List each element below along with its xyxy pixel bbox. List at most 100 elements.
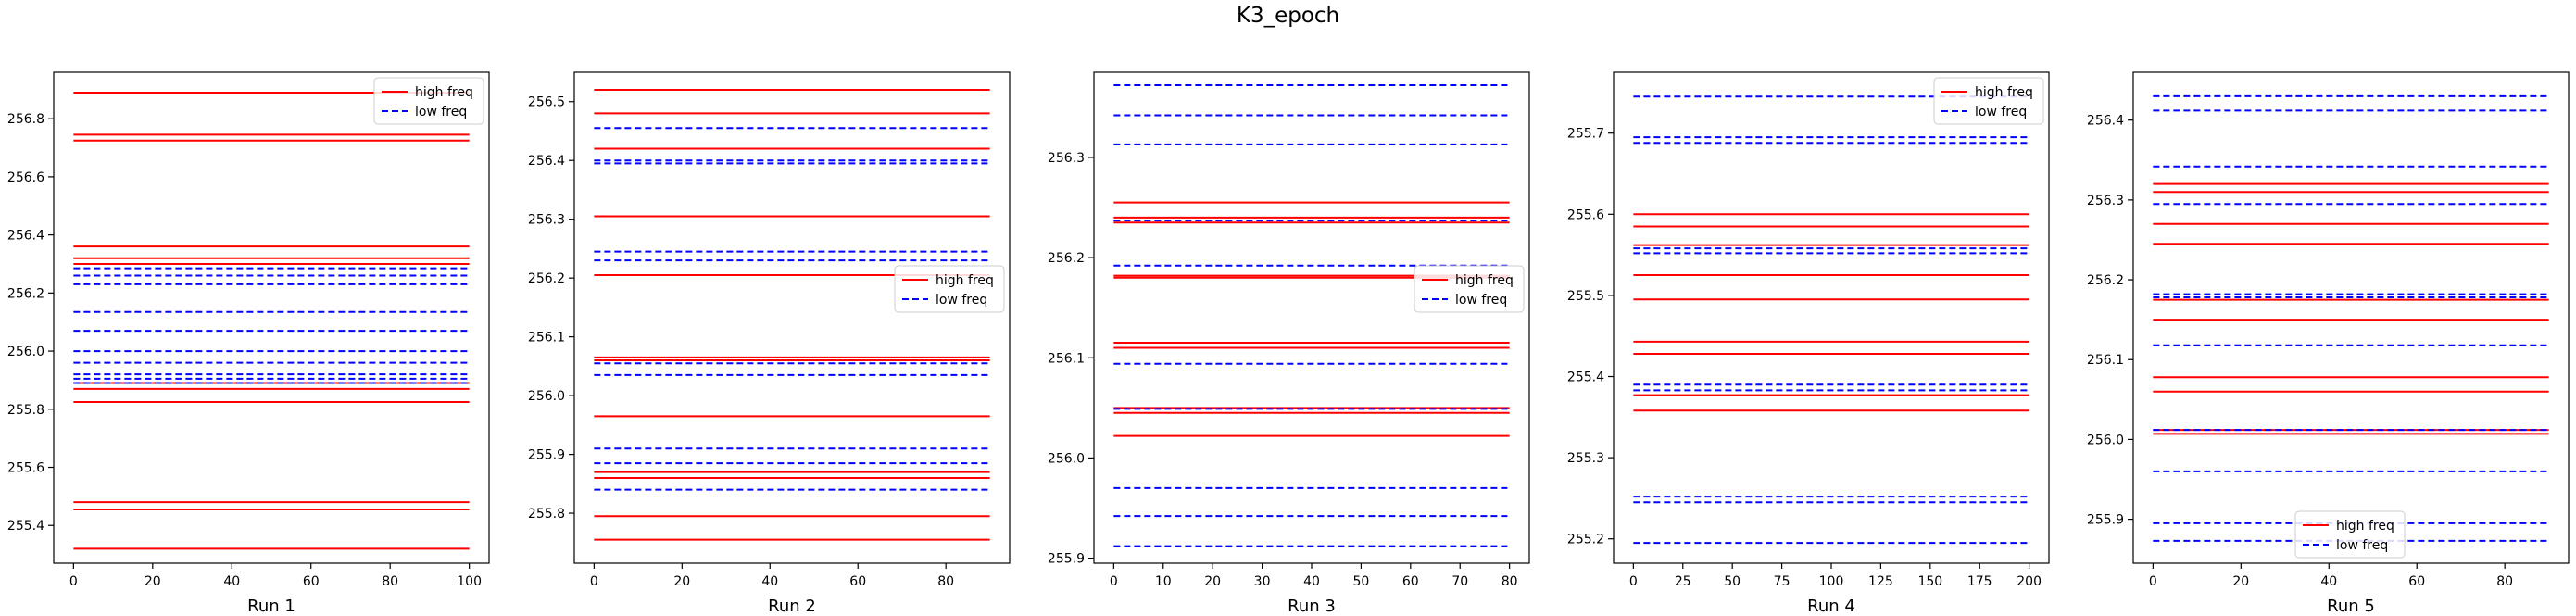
- x-tick-label: 10: [1155, 574, 1172, 589]
- x-tick-label: 60: [1402, 574, 1419, 589]
- axes-frame: [1093, 71, 1530, 564]
- x-tick-label: 0: [1629, 574, 1638, 589]
- y-tick-label: 255.8: [7, 403, 44, 418]
- y-tick-label: 256.5: [528, 95, 565, 110]
- x-axis-label: Run 2: [768, 597, 816, 616]
- x-tick-label: 70: [1451, 574, 1468, 589]
- x-tick-label: 0: [1110, 574, 1118, 589]
- x-tick-label: 40: [223, 574, 240, 589]
- legend-label: low freq: [415, 105, 467, 119]
- y-tick-label: 256.1: [528, 331, 565, 346]
- legend-label: high freq: [1975, 85, 2033, 100]
- y-tick-label: 256.0: [528, 389, 565, 404]
- legend-box: [894, 265, 1005, 313]
- axes-frame: [53, 71, 490, 564]
- y-tick-label: 255.9: [528, 448, 565, 463]
- y-tick-label: 255.4: [7, 519, 44, 534]
- x-tick-label: 25: [1675, 574, 1691, 589]
- x-tick-label: 125: [1868, 574, 1893, 589]
- x-tick-label: 200: [2017, 574, 2042, 589]
- y-tick-label: 255.9: [1048, 552, 1085, 567]
- x-tick-label: 40: [761, 574, 778, 589]
- chart-panel-4: 0 25 50 75 100 125 150 175 200 255.2 255.3 255.4 255…: [1567, 71, 2050, 616]
- x-tick-label: 20: [673, 574, 690, 589]
- x-tick-label: 80: [382, 574, 398, 589]
- y-tick-label: 255.5: [1567, 289, 1604, 304]
- axes-frame: [2132, 71, 2570, 564]
- x-tick-label: 0: [590, 574, 598, 589]
- legend-box: [1414, 265, 1525, 313]
- y-tick-label: 256.1: [2087, 353, 2124, 368]
- legend-label: low freq: [2336, 538, 2388, 553]
- y-tick-label: 255.2: [1567, 533, 1604, 547]
- x-tick-label: 80: [1502, 574, 1518, 589]
- chart-panel-5: 0 20 40 60 80 255.9 256.0 256.1 256.2 256.3 256.4 R…: [2087, 71, 2570, 616]
- x-tick-label: 50: [1724, 574, 1740, 589]
- x-tick-label: 175: [1967, 574, 1992, 589]
- legend-label: high freq: [415, 85, 473, 100]
- legend-box: [2294, 510, 2406, 559]
- legend-label: low freq: [936, 293, 987, 308]
- x-tick-label: 150: [1917, 574, 1942, 589]
- legend: high freq low freq: [894, 265, 1005, 313]
- y-tick-label: 255.8: [528, 507, 565, 522]
- y-tick-label: 255.4: [1567, 371, 1604, 385]
- legend-box: [373, 77, 484, 125]
- x-tick-label: 20: [1204, 574, 1221, 589]
- y-tick-label: 256.2: [528, 271, 565, 286]
- y-tick-label: 255.6: [7, 461, 44, 476]
- figure-title: K3_epoch: [1236, 4, 1340, 28]
- x-tick-label: 50: [1352, 574, 1369, 589]
- x-tick-label: 30: [1254, 574, 1271, 589]
- x-tick-label: 40: [2320, 574, 2337, 589]
- x-axis-label: Run 4: [1807, 597, 1855, 616]
- y-tick-label: 256.6: [7, 170, 44, 185]
- legend-label: high freq: [936, 273, 994, 288]
- y-tick-label: 256.2: [2087, 273, 2124, 288]
- x-axis-label: Run 3: [1288, 597, 1336, 616]
- y-tick-label: 256.2: [7, 286, 44, 301]
- y-tick-label: 256.3: [528, 213, 565, 228]
- x-axis-label: Run 1: [247, 597, 295, 616]
- y-tick-label: 256.3: [2087, 194, 2124, 208]
- x-tick-label: 75: [1774, 574, 1791, 589]
- x-tick-label: 60: [2408, 574, 2425, 589]
- axes-frame: [1613, 71, 2050, 564]
- y-tick-label: 256.1: [1048, 351, 1085, 366]
- x-axis-label: Run 5: [2327, 597, 2375, 616]
- legend-label: high freq: [2336, 519, 2394, 534]
- x-tick-label: 40: [1303, 574, 1320, 589]
- y-tick-label: 256.3: [1048, 151, 1085, 166]
- x-tick-label: 80: [937, 574, 954, 589]
- x-tick-label: 100: [1819, 574, 1844, 589]
- legend: high freq low freq: [373, 77, 484, 125]
- y-tick-label: 256.4: [528, 154, 565, 169]
- legend-box: [1933, 77, 2044, 125]
- x-tick-label: 80: [2496, 574, 2513, 589]
- y-tick-label: 256.2: [1048, 251, 1085, 266]
- y-tick-label: 256.8: [7, 112, 44, 127]
- x-tick-label: 100: [457, 574, 482, 589]
- y-tick-label: 255.7: [1567, 127, 1604, 142]
- legend-label: high freq: [1455, 273, 1514, 288]
- x-tick-label: 20: [145, 574, 161, 589]
- x-tick-label: 60: [849, 574, 866, 589]
- x-tick-label: 0: [2149, 574, 2157, 589]
- y-tick-label: 256.0: [7, 345, 44, 359]
- x-tick-label: 0: [69, 574, 78, 589]
- y-tick-label: 255.9: [2087, 513, 2124, 528]
- legend-label: low freq: [1975, 105, 2027, 119]
- x-tick-label: 20: [2232, 574, 2249, 589]
- y-tick-label: 256.4: [7, 229, 44, 244]
- chart-panel-1: 0 20 40 60 80 100 255.4 255.6 255.8 256.0 256.2 256…: [7, 71, 490, 616]
- axes-frame: [573, 71, 1011, 564]
- y-tick-label: 256.0: [1048, 451, 1085, 466]
- y-tick-label: 255.6: [1567, 207, 1604, 222]
- legend-label: low freq: [1455, 293, 1507, 308]
- y-tick-label: 256.0: [2087, 433, 2124, 447]
- y-tick-label: 255.3: [1567, 451, 1604, 466]
- y-tick-label: 256.4: [2087, 114, 2124, 129]
- legend: high freq low freq: [1933, 77, 2044, 125]
- x-tick-label: 60: [303, 574, 320, 589]
